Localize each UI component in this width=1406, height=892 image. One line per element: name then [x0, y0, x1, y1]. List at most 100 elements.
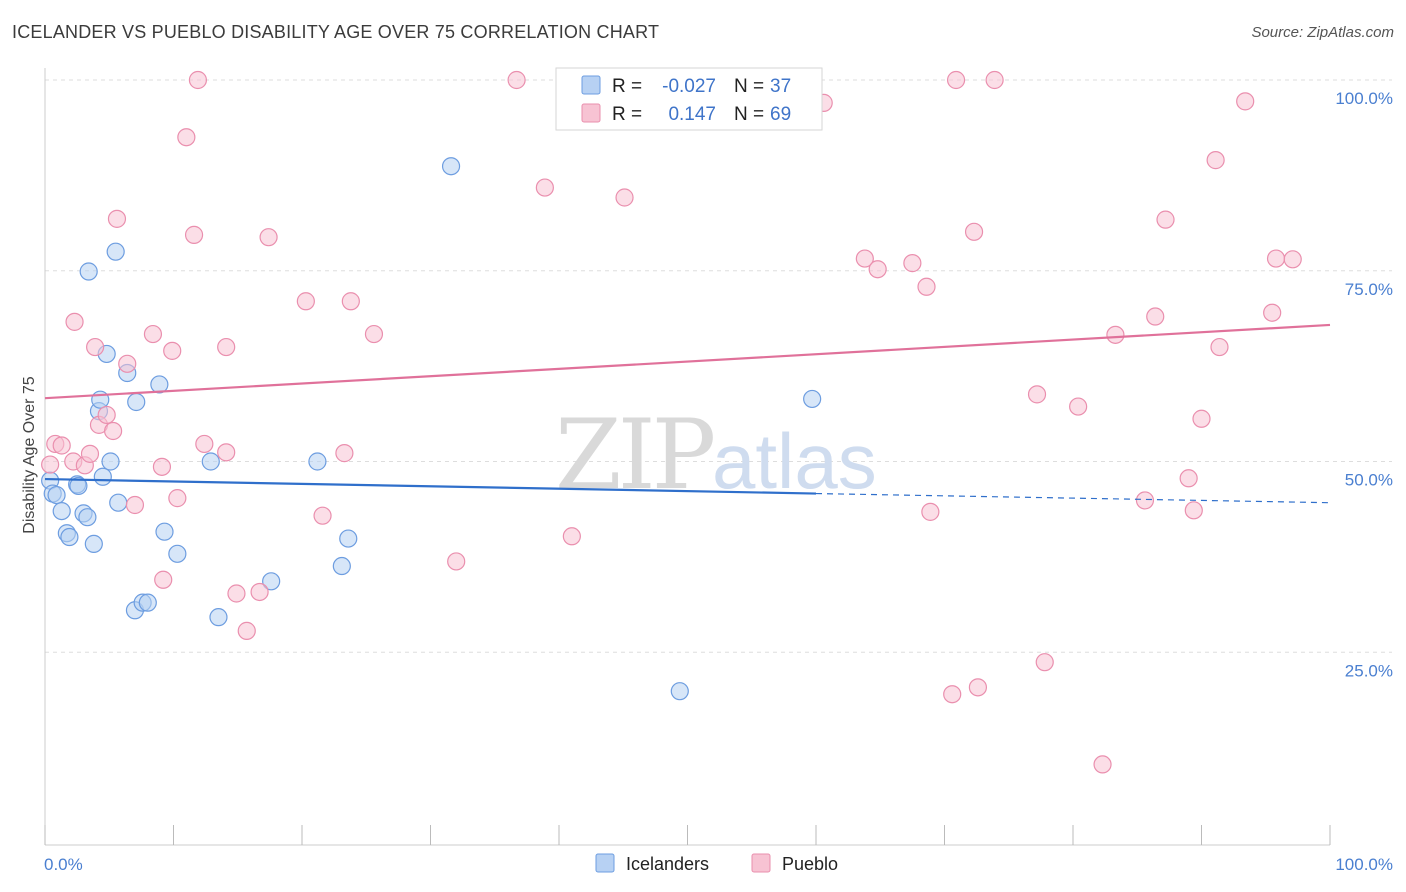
pueblo-point [1283, 250, 1302, 269]
pueblo-point [1206, 151, 1225, 170]
icelanders-trend-line [44, 477, 817, 495]
pueblo-point [917, 277, 936, 296]
icelander-point [150, 375, 169, 394]
legend-swatch-icelanders [581, 75, 601, 95]
pueblo-point [86, 337, 105, 357]
icelander-point [138, 593, 157, 612]
icelander-point [78, 508, 97, 527]
series-legend-swatch-pueblo [751, 853, 771, 873]
pueblo-point [250, 582, 269, 602]
icelander-point [69, 476, 88, 496]
pueblo-point [188, 70, 208, 90]
pueblo-point [217, 337, 236, 357]
pueblo-point [968, 678, 988, 697]
legend-r-value-pueblo: 0.147 [668, 104, 716, 125]
pueblo-point [217, 443, 236, 462]
pueblo-point [335, 444, 354, 463]
pueblo-point [168, 489, 187, 508]
pueblo-point [107, 209, 127, 228]
pueblo-point [943, 685, 962, 704]
legend-n-value-icelanders: 37 [770, 76, 791, 97]
icelander-point [101, 452, 120, 471]
watermark-zip: ZIP [555, 399, 714, 511]
pueblo-point [1263, 303, 1282, 322]
pueblo-point [259, 228, 278, 247]
icelanders-trend-extension [815, 492, 1331, 504]
icelander-point [168, 544, 187, 563]
grid-lines [45, 79, 1392, 653]
series-legend: Icelanders Pueblo [595, 853, 838, 874]
pueblo-point [1093, 755, 1112, 774]
icelander-point [60, 527, 79, 547]
tick-labels: 25.0% 50.0% 75.0% 100.0% 0.0% 100.0% [44, 89, 1393, 874]
pueblo-point [152, 457, 172, 476]
icelander-point [441, 157, 461, 176]
pueblo-point [1236, 92, 1255, 111]
pueblo-point [1179, 469, 1198, 488]
pueblo-point [52, 436, 71, 455]
pueblo-point [1069, 397, 1088, 416]
watermark: ZIP atlas [555, 399, 877, 511]
pueblo-point [447, 552, 466, 571]
chart-title: ICELANDER VS PUEBLO DISABILITY AGE OVER … [12, 22, 660, 42]
series-legend-label-pueblo: Pueblo [782, 854, 838, 874]
icelander-point [127, 392, 146, 412]
pueblo-point [227, 584, 246, 603]
y-tick-label: 75.0% [1345, 280, 1393, 299]
icelander-point [339, 529, 358, 548]
pueblo-point [143, 324, 163, 344]
source-credit: Source: ZipAtlas.com [1251, 24, 1394, 41]
pueblo-point [1184, 501, 1203, 520]
legend-swatch-pueblo [581, 103, 601, 123]
pueblo-point [125, 495, 145, 515]
icelander-point [332, 556, 351, 576]
pueblo-points [41, 70, 1302, 774]
trend-lines [44, 323, 1331, 504]
series-legend-label-icelanders: Icelanders [626, 854, 709, 874]
icelanders-points [41, 157, 822, 701]
pueblo-point [615, 188, 634, 207]
icelander-point [52, 501, 71, 521]
pueblo-point [1135, 491, 1155, 510]
axes [44, 68, 1331, 846]
pueblo-point [855, 249, 874, 268]
icelander-point [106, 242, 125, 261]
pueblo-point [1156, 210, 1175, 229]
pueblo-point [80, 444, 100, 463]
x-tick-label-max: 100.0% [1335, 855, 1393, 874]
watermark-atlas: atlas [712, 417, 877, 505]
pueblo-point [562, 527, 581, 546]
pueblo-point [364, 324, 384, 344]
pueblo-point [535, 178, 554, 197]
pueblo-trend-line [44, 323, 1331, 400]
icelander-point [93, 467, 112, 486]
pueblo-point [1027, 385, 1047, 404]
icelander-point [84, 534, 103, 554]
pueblo-point [868, 260, 887, 279]
pueblo-point [41, 455, 60, 474]
icelander-point [79, 262, 98, 281]
pueblo-point [65, 312, 84, 331]
y-tick-label: 100.0% [1335, 89, 1393, 108]
legend-r-value-icelanders: -0.027 [662, 76, 716, 97]
pueblo-point [104, 421, 123, 441]
icelander-point [670, 682, 689, 701]
icelander-point [201, 452, 220, 471]
icelander-point [803, 389, 822, 409]
icelander-point [155, 522, 174, 541]
pueblo-point [163, 341, 182, 360]
y-tick-label: 50.0% [1345, 471, 1393, 490]
pueblo-point [1035, 653, 1054, 672]
pueblo-point [195, 434, 214, 454]
series-legend-swatch-icelanders [595, 853, 615, 873]
pueblo-point [903, 254, 922, 273]
legend-n-label-icelanders: N = [734, 76, 764, 97]
y-axis-label: Disability Age Over 75 [21, 376, 38, 534]
icelander-point [308, 452, 327, 471]
pueblo-point [177, 128, 196, 147]
pueblo-point [985, 70, 1004, 90]
legend-n-value-pueblo: 69 [770, 104, 791, 125]
legend-r-label-icelanders: R = [612, 76, 642, 97]
pueblo-point [341, 292, 360, 311]
